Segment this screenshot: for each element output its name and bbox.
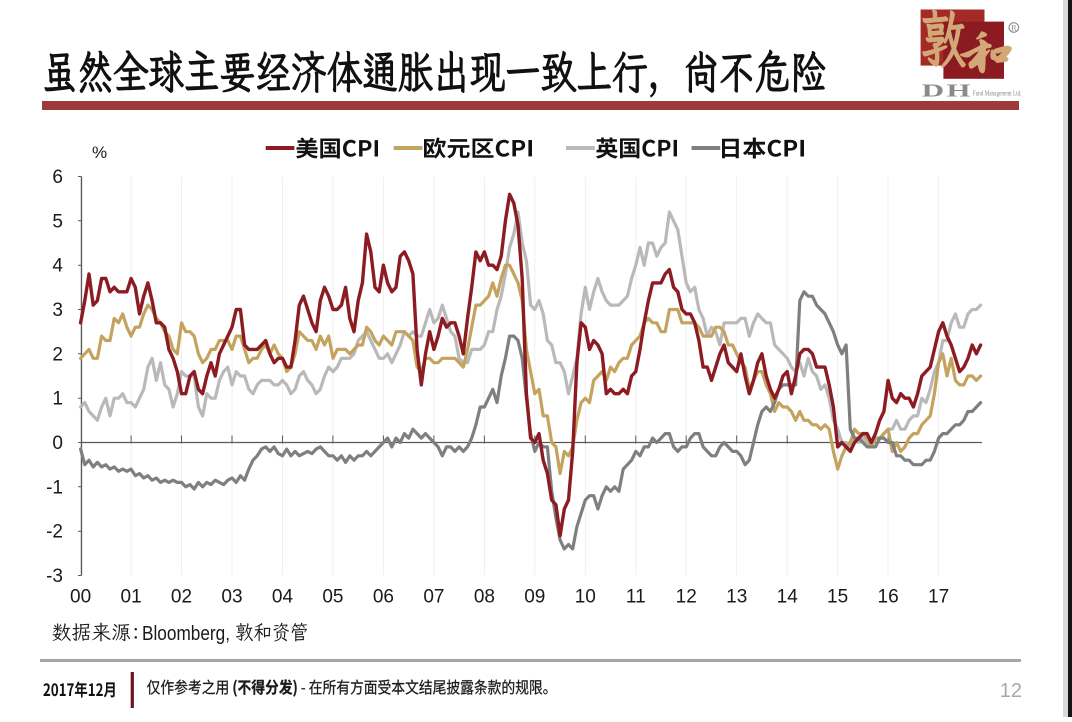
svg-text:10: 10 (575, 587, 596, 608)
svg-text:R: R (1011, 23, 1017, 33)
svg-text:12: 12 (676, 587, 697, 608)
svg-text:15: 15 (827, 587, 848, 608)
svg-text:09: 09 (524, 587, 545, 608)
svg-text:D: D (922, 80, 945, 100)
svg-text:01: 01 (121, 587, 142, 608)
svg-text:03: 03 (221, 587, 242, 608)
svg-text:07: 07 (423, 587, 444, 608)
svg-text:-1: -1 (46, 477, 63, 498)
svg-text:3: 3 (52, 300, 63, 321)
svg-text:-3: -3 (46, 566, 63, 587)
svg-text:4: 4 (52, 256, 63, 277)
svg-text:2: 2 (52, 344, 63, 365)
svg-text:1: 1 (52, 389, 63, 410)
svg-text:02: 02 (171, 587, 192, 608)
svg-text:12: 12 (1000, 680, 1022, 702)
svg-text:06: 06 (373, 587, 394, 608)
svg-text:13: 13 (726, 587, 747, 608)
svg-text:%: % (92, 143, 107, 162)
svg-text:5: 5 (52, 211, 63, 232)
svg-text:14: 14 (777, 587, 799, 608)
svg-text:H: H (947, 80, 971, 100)
svg-text:0: 0 (52, 433, 63, 454)
svg-text:Fund Management Ltd.: Fund Management Ltd. (973, 89, 1022, 98)
svg-text:08: 08 (474, 587, 495, 608)
svg-text:-2: -2 (46, 522, 63, 543)
svg-text:05: 05 (322, 587, 343, 608)
svg-text:6: 6 (52, 167, 63, 188)
svg-text:00: 00 (70, 587, 91, 608)
svg-text:Bloomberg,: Bloomberg, (142, 623, 230, 645)
svg-text:16: 16 (878, 587, 899, 608)
svg-text:11: 11 (626, 587, 646, 608)
svg-text:17: 17 (928, 587, 949, 608)
svg-text:04: 04 (272, 587, 294, 608)
